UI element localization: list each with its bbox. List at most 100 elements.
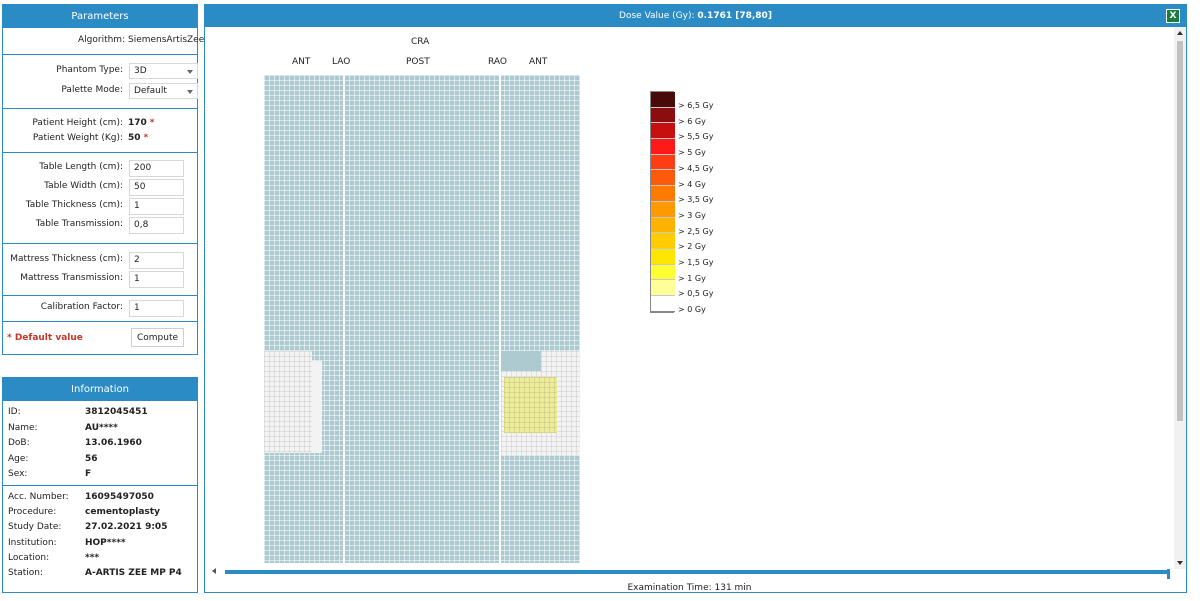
patient-key: Age: <box>8 453 29 464</box>
dose-zone-left-low-edge <box>312 361 322 453</box>
table-width-label: Table Width (cm): <box>44 181 123 191</box>
table-length-input[interactable]: 200 <box>129 160 184 177</box>
patient-key: Sex: <box>8 469 28 479</box>
legend-swatch <box>651 123 675 140</box>
mattress-thickness-input[interactable]: 2 <box>129 252 184 269</box>
legend-label: > 1,5 Gy <box>678 258 714 267</box>
study-row: Acc. Number: 16095497050 <box>8 491 198 505</box>
phantom-type-label: Phantom Type: <box>56 65 123 75</box>
legend-swatch <box>651 154 675 171</box>
legend-swatch <box>651 107 675 124</box>
legend-label: > 6 Gy <box>678 116 706 126</box>
table-thickness-label: Table Thickness (cm): <box>25 200 123 210</box>
study-key: Study Date: <box>8 522 62 533</box>
table-transmission-input[interactable]: 0,8 <box>129 217 184 234</box>
parameters-panel: Parameters Algorithm: SiemensArtisZee Ph… <box>2 4 204 355</box>
chevron-left-icon[interactable] <box>212 568 216 574</box>
legend-swatch <box>651 170 675 187</box>
palette-mode-label: Palette Mode: <box>61 85 123 95</box>
patient-section: Patient Height (cm): 170 * Patient Weight… <box>3 109 197 153</box>
patient-value: 13.06.1960 <box>85 438 142 448</box>
phantom-type-select[interactable]: 3D <box>129 63 198 79</box>
chevron-down-icon <box>187 90 193 94</box>
legend-swatch <box>651 92 675 108</box>
study-info-list: Acc. Number: 16095497050 Procedure: cemento… <box>3 486 197 591</box>
dose-zone-right-cut <box>501 351 541 371</box>
patient-row: DoB: 13.06.1960 <box>8 437 198 451</box>
table-section: Table Length (cm): 200 Table Width (cm):… <box>3 153 197 244</box>
patient-value: F <box>85 469 92 479</box>
patient-key: Name: <box>8 422 38 433</box>
legend-swatch <box>651 264 675 281</box>
time-slider-handle[interactable] <box>1167 569 1170 579</box>
legend-label: > 2,5 Gy <box>678 226 714 236</box>
default-value-note: * Default value <box>7 333 83 343</box>
table-thickness-input[interactable]: 1 <box>129 198 184 215</box>
information-title: Information <box>3 378 197 401</box>
excel-icon[interactable]: X <box>1166 9 1180 23</box>
calibration-label: Calibration Factor: <box>40 302 123 312</box>
study-value: 16095497050 <box>85 492 154 502</box>
legend-label: > 2 Gy <box>678 242 706 252</box>
orientation-ant-left: ANT <box>292 57 311 67</box>
patient-row: ID: 3812045451 <box>8 406 198 420</box>
orientation-ant-right: ANT <box>529 57 548 67</box>
scroll-thumb[interactable] <box>1177 41 1183 421</box>
patient-value: AU**** <box>85 422 118 433</box>
study-row: Station: A-ARTIS ZEE MP P4 <box>8 567 198 581</box>
chevron-down-icon <box>187 70 193 74</box>
study-value: *** <box>85 552 100 563</box>
study-row: Procedure: cementoplasty <box>8 506 198 520</box>
mattress-transmission-input[interactable]: 1 <box>129 271 184 288</box>
table-width-input[interactable]: 50 <box>129 179 184 196</box>
patient-height-value: 170 * <box>128 118 155 128</box>
legend-label: > 3 Gy <box>678 210 706 220</box>
legend-label: > 5,5 Gy <box>678 132 714 142</box>
patient-info-list: ID: 3812045451 Name: AU**** DoB: 13.06.1960 Ag… <box>3 401 197 486</box>
legend-label: > 4 Gy <box>678 179 706 189</box>
study-key: Station: <box>8 568 44 578</box>
information-panel: Information ID: 3812045451 Name: AU**** DoB:… <box>2 377 198 593</box>
algorithm-section: Algorithm: SiemensArtisZee <box>3 28 204 55</box>
scroll-up-icon[interactable] <box>1177 31 1183 35</box>
orientation-cra: CRA <box>411 37 430 47</box>
legend-label: > 5 Gy <box>678 148 706 158</box>
parameters-title: Parameters <box>3 5 197 28</box>
orientation-rao: RAO <box>488 57 507 67</box>
scroll-down-icon[interactable] <box>1177 561 1183 565</box>
patient-row: Age: 56 <box>8 453 198 467</box>
study-key: Institution: <box>8 537 57 548</box>
study-key: Location: <box>8 552 50 563</box>
legend-label: > 0,5 Gy <box>678 289 714 299</box>
patient-weight-value: 50 * <box>128 133 149 143</box>
compute-button[interactable]: Compute <box>131 328 184 347</box>
dose-value-header: Dose Value (Gy): 0.1761 [78,80] X <box>205 5 1186 27</box>
patient-row: Sex: F <box>8 468 198 482</box>
examination-time: Examination Time: 131 min <box>627 583 752 593</box>
calibration-input[interactable]: 1 <box>129 300 184 317</box>
study-value: A-ARTIS ZEE MP P4 <box>85 568 182 578</box>
time-slider-track[interactable] <box>225 569 1170 579</box>
legend-label: > 1 Gy <box>678 273 706 283</box>
study-value: HOP**** <box>85 537 126 548</box>
legend-swatch <box>651 186 675 202</box>
study-key: Procedure: <box>8 507 57 518</box>
time-slider[interactable] <box>212 567 1170 579</box>
study-row: Location: *** <box>8 552 198 566</box>
dose-zone-left-low <box>264 351 312 453</box>
dose-map-grid[interactable] <box>264 75 580 563</box>
legend-swatch <box>651 233 675 249</box>
rao-divider <box>499 75 501 563</box>
vertical-scrollbar[interactable] <box>1174 27 1186 569</box>
orientation-post: POST <box>406 57 430 67</box>
patient-value: 56 <box>85 453 98 464</box>
legend-swatch <box>651 217 675 234</box>
study-row: Study Date: 27.02.2021 9:05 <box>8 521 198 535</box>
patient-row: Name: AU**** <box>8 422 198 436</box>
mattress-thickness-label: Mattress Thickness (cm): <box>10 254 123 264</box>
legend-swatch <box>651 248 675 265</box>
patient-weight-label: Patient Weight (Kg): <box>32 133 123 143</box>
study-row: Institution: HOP**** <box>8 537 198 551</box>
palette-mode-select[interactable]: Default <box>129 83 198 99</box>
dose-map-viewer: Dose Value (Gy): 0.1761 [78,80] X CRA AN… <box>204 4 1187 593</box>
